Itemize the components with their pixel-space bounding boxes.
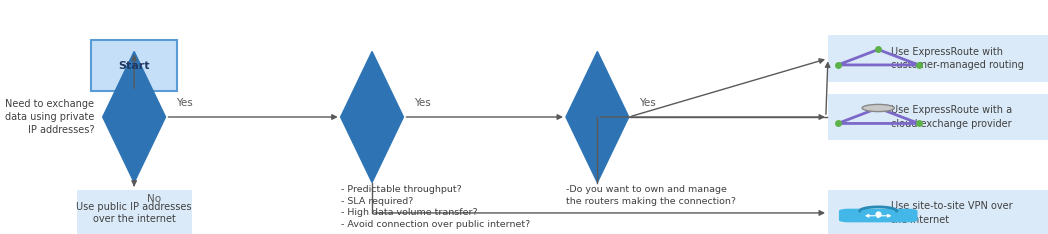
Text: Yes: Yes [639,98,656,108]
FancyBboxPatch shape [828,190,1048,234]
Polygon shape [341,51,403,183]
Text: Use ExpressRoute with
customer-managed routing: Use ExpressRoute with customer-managed r… [891,47,1024,70]
Text: -Do you want to own and manage
the routers making the connection?: -Do you want to own and manage the route… [566,185,736,206]
Text: Use site-to-site VPN over
the internet: Use site-to-site VPN over the internet [891,201,1012,225]
Text: Use ExpressRoute with a
cloud exchange provider: Use ExpressRoute with a cloud exchange p… [891,105,1012,129]
Polygon shape [103,51,166,183]
Circle shape [863,104,894,112]
FancyBboxPatch shape [77,190,192,234]
FancyBboxPatch shape [828,94,1048,140]
Text: - Predictable throughput?
- SLA required?
- High data volume transfer?
- Avoid c: - Predictable throughput? - SLA required… [341,185,530,229]
Polygon shape [566,51,629,183]
FancyBboxPatch shape [839,209,918,222]
Text: Need to exchange
data using private
IP addresses?: Need to exchange data using private IP a… [5,99,94,135]
Text: Yes: Yes [414,98,431,108]
Text: Yes: Yes [176,98,193,108]
Text: Use public IP addresses
over the internet: Use public IP addresses over the interne… [77,202,192,224]
FancyBboxPatch shape [828,35,1048,82]
Text: Start: Start [118,61,150,70]
Text: No: No [147,194,160,204]
FancyBboxPatch shape [91,40,177,91]
